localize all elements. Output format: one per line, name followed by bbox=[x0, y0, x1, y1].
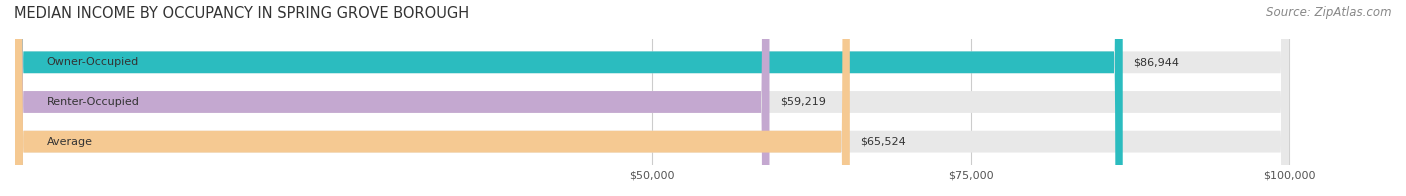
Text: Source: ZipAtlas.com: Source: ZipAtlas.com bbox=[1267, 6, 1392, 19]
Text: Average: Average bbox=[46, 137, 93, 147]
FancyBboxPatch shape bbox=[15, 0, 1289, 196]
FancyBboxPatch shape bbox=[15, 0, 1123, 196]
Text: $65,524: $65,524 bbox=[860, 137, 905, 147]
Text: MEDIAN INCOME BY OCCUPANCY IN SPRING GROVE BOROUGH: MEDIAN INCOME BY OCCUPANCY IN SPRING GRO… bbox=[14, 6, 470, 21]
FancyBboxPatch shape bbox=[15, 0, 1289, 196]
Text: Owner-Occupied: Owner-Occupied bbox=[46, 57, 139, 67]
Text: $86,944: $86,944 bbox=[1133, 57, 1178, 67]
Text: Renter-Occupied: Renter-Occupied bbox=[46, 97, 139, 107]
FancyBboxPatch shape bbox=[15, 0, 769, 196]
FancyBboxPatch shape bbox=[15, 0, 849, 196]
Text: $59,219: $59,219 bbox=[780, 97, 825, 107]
FancyBboxPatch shape bbox=[15, 0, 1289, 196]
